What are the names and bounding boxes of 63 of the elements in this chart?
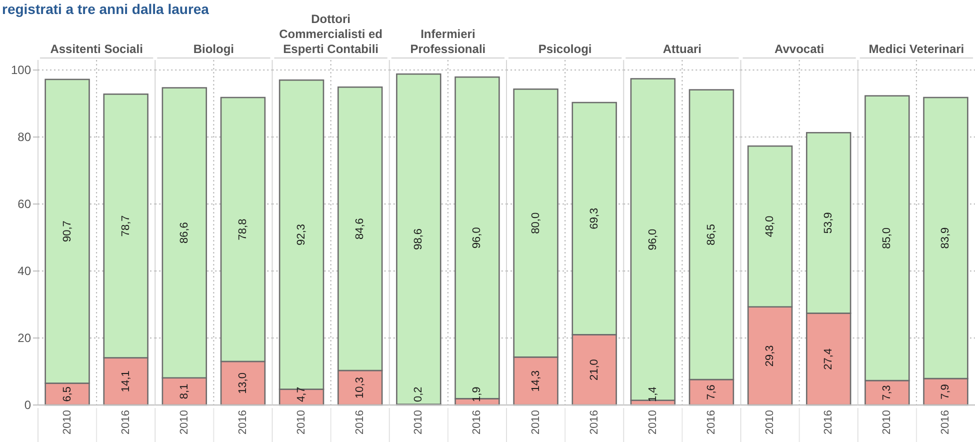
data-label: 83,9 (940, 227, 952, 249)
data-label: 78,7 (120, 215, 132, 237)
data-label: 98,6 (412, 228, 425, 250)
data-label: 7,6 (705, 384, 718, 400)
y-tick-label: 40 (18, 264, 32, 278)
data-label: 10,3 (354, 377, 366, 398)
x-tick-label: 2010 (178, 410, 190, 434)
data-label: 69,3 (588, 208, 600, 230)
x-tick-label: 2016 (354, 410, 366, 434)
data-label: 14,3 (530, 370, 542, 392)
data-label: 0,2 (412, 386, 425, 402)
data-label: 21,0 (588, 359, 600, 381)
data-label: 1,9 (471, 386, 484, 402)
chart-title: Dottori Commercialisti ed Esperti Contabili (279, 12, 382, 56)
y-tick-label: 60 (18, 197, 32, 212)
x-tick-label: 2010 (764, 410, 776, 434)
data-label: 14,1 (120, 370, 132, 392)
data-label: 13,0 (236, 372, 249, 394)
data-label: 7,3 (881, 385, 894, 400)
data-label: 29,3 (764, 345, 776, 367)
x-tick-label: 2016 (705, 410, 718, 434)
chart-title: Infermieri Professionali (410, 27, 486, 56)
y-tick-label: 100 (10, 63, 32, 78)
data-label: 1,4 (646, 386, 659, 402)
chart-title: Psicologi (538, 42, 592, 56)
data-label: 96,0 (646, 228, 659, 250)
chart-title: Attuari (662, 42, 702, 56)
data-label: 84,6 (354, 218, 366, 240)
x-tick-label: 2016 (236, 410, 249, 434)
x-tick-label: 2010 (412, 410, 425, 434)
x-tick-label: 2016 (120, 410, 132, 434)
text: registrati a tre anni dalla laurea (2, 1, 210, 17)
data-label: 96,0 (471, 227, 484, 249)
data-label: 53,9 (822, 212, 835, 234)
chart-title: Avvocati (774, 42, 824, 56)
x-tick-label: 2016 (822, 410, 835, 434)
data-label: 48,0 (764, 216, 776, 238)
data-label: 85,0 (881, 227, 894, 249)
data-label: 4,7 (296, 386, 308, 402)
chart-title: Biologi (193, 42, 234, 56)
x-tick-label: 2010 (61, 410, 74, 434)
data-label: 27,4 (822, 348, 835, 370)
x-tick-label: 2016 (588, 410, 600, 434)
data-label: 86,5 (705, 224, 718, 246)
data-label: 92,3 (296, 224, 308, 246)
y-tick-label: 20 (18, 331, 32, 346)
data-label: 78,8 (236, 218, 249, 240)
x-tick-label: 2010 (881, 410, 894, 434)
x-tick-label: 2016 (940, 410, 952, 434)
data-label: 6,5 (61, 386, 74, 402)
x-tick-label: 2010 (296, 410, 308, 434)
x-tick-label: 2010 (646, 410, 659, 434)
data-label: 8,1 (178, 384, 190, 400)
data-label: 80,0 (530, 212, 542, 234)
data-label: 86,6 (178, 222, 190, 244)
y-tick-label: 0 (24, 398, 32, 412)
data-label: 7,9 (940, 384, 952, 400)
x-tick-label: 2016 (471, 410, 484, 434)
data-label: 90,7 (61, 220, 74, 242)
chart-title: Medici Veterinari (868, 42, 964, 56)
chart-title: Assitenti Sociali (50, 42, 143, 56)
x-tick-label: 2010 (530, 410, 542, 434)
y-tick-label: 80 (18, 130, 32, 144)
